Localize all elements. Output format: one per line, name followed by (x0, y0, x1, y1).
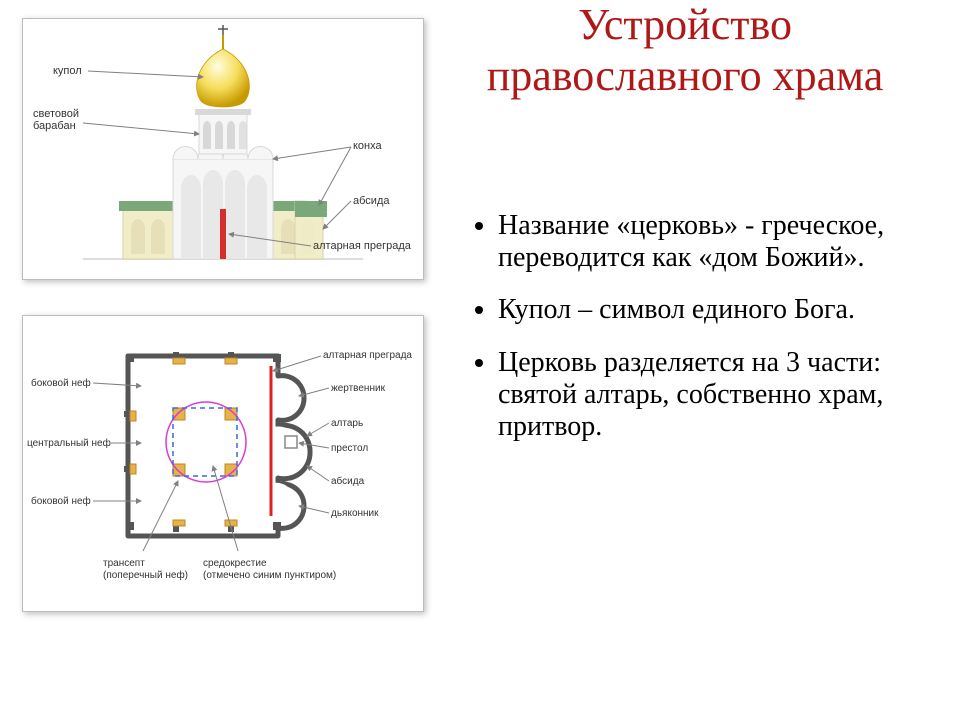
bullet-item: Купол – символ единого Бога. (498, 294, 920, 326)
label-altarnaya-pregrada-plan: алтарная преграда (323, 350, 412, 361)
slide-title: Устройство православного храма (440, 0, 930, 101)
label-prestol: престол (331, 443, 368, 454)
label-dyakonnik: дьяконник (331, 508, 379, 519)
plan-diagram-panel: боковой неф центральный неф боковой неф … (22, 315, 424, 612)
label-zhertvennik: жертвенник (331, 383, 386, 394)
label-absida: абсида (353, 195, 390, 207)
label-kupol: купол (53, 65, 82, 77)
plan-svg: боковой неф центральный неф боковой неф … (23, 316, 423, 611)
bullet-list: Название «церковь» - греческое, переводи… (470, 210, 920, 463)
elevation-svg: купол световой барабан конха абсида алта… (23, 19, 423, 279)
label-konha: конха (353, 140, 383, 152)
label-svetovoy-baraban: световой барабан (33, 108, 82, 132)
label-bokovoy-nef-bot: боковой неф (31, 495, 91, 507)
elevation-diagram-panel: купол световой барабан конха абсида алта… (22, 18, 424, 280)
label-sredokrestie: средокрестие (отмечено синим пунктиром) (203, 558, 336, 581)
bullet-item: Название «церковь» - греческое, переводи… (498, 210, 920, 274)
label-altarnaya-pregrada: алтарная преграда (313, 240, 412, 252)
bullet-item: Церковь разделяется на 3 части: святой а… (498, 347, 920, 444)
label-absida-plan: абсида (331, 475, 365, 487)
label-transept: трансепт (поперечный неф) (103, 558, 188, 581)
label-bokovoy-nef-top: боковой неф (31, 377, 91, 389)
label-centralny-nef: центральный неф (27, 437, 111, 449)
slide: Устройство православного храма Название … (0, 0, 960, 720)
label-altar: алтарь (331, 418, 363, 429)
